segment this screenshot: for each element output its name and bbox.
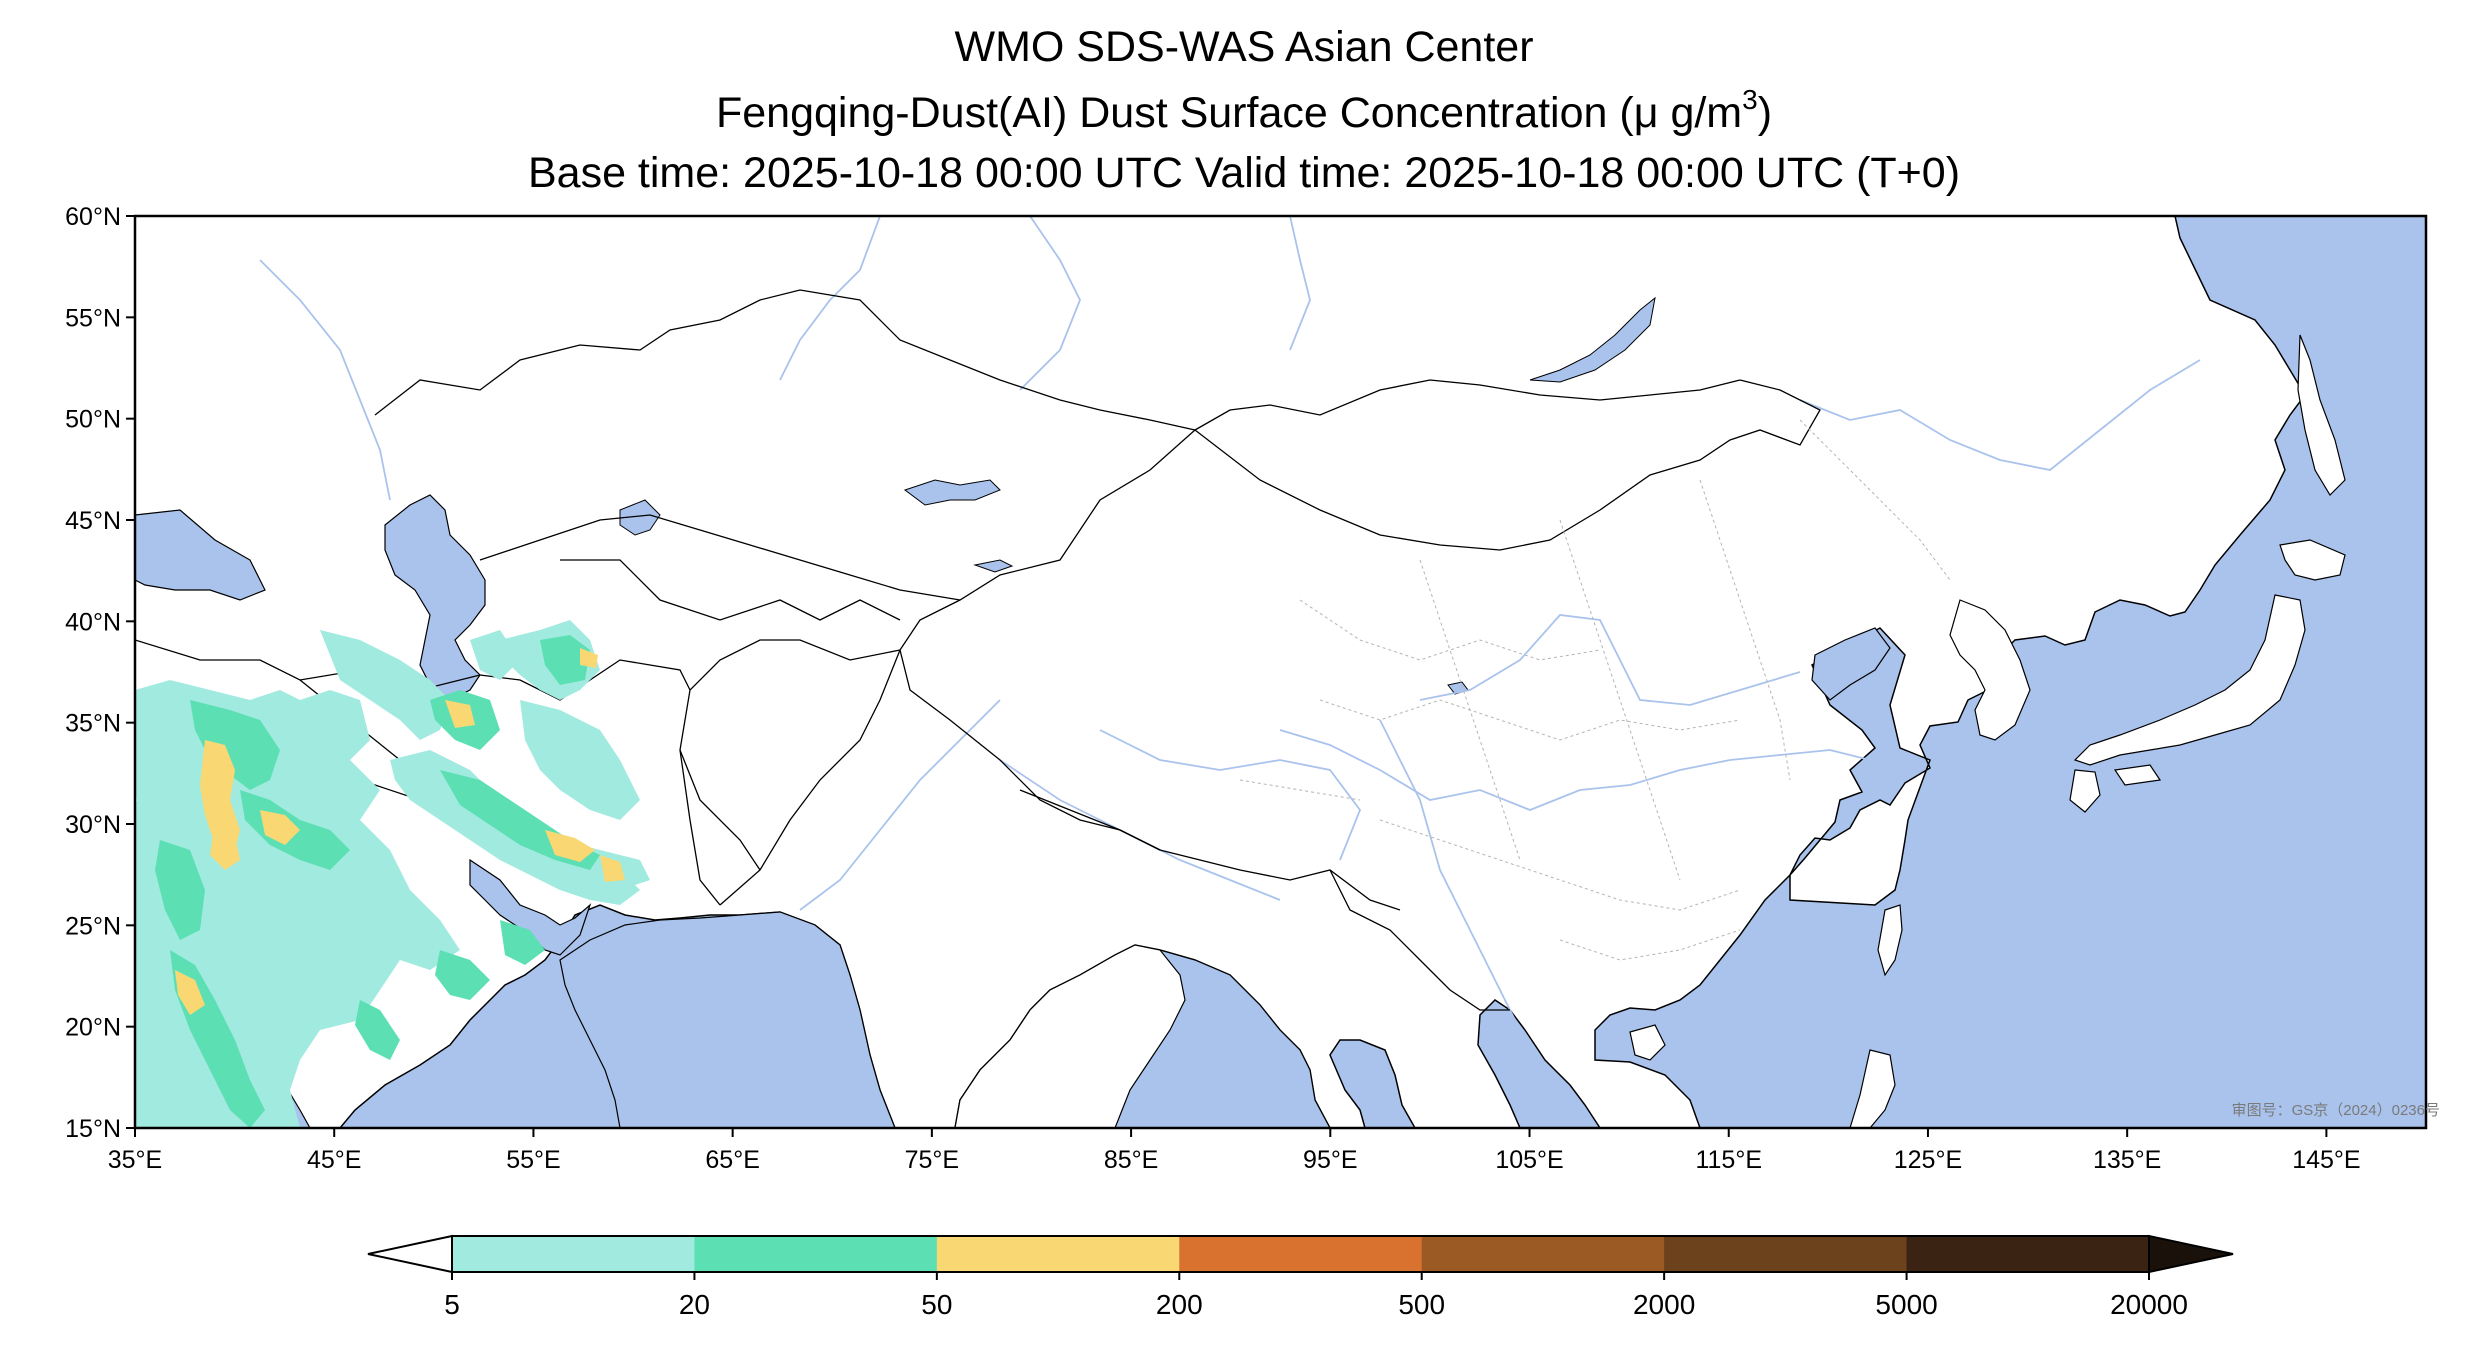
border-southeast-asia (1329, 869, 1510, 1011)
colorbar-label: 20000 (2110, 1289, 2188, 1320)
colorbar: 5 20 50 200 500 2000 5000 20000 (367, 1234, 2234, 1320)
colorbar-segment (452, 1236, 695, 1272)
map-approval-watermark: 审图号：GS京（2024）0236号 (2232, 1102, 2440, 1119)
japan-hokkaido (2279, 539, 2346, 581)
rivers (259, 216, 2201, 1101)
japan-honshu (2073, 594, 2306, 766)
border-russia-mongolia (1194, 379, 1741, 431)
taiwan (1877, 904, 1903, 977)
bohai-sea (1811, 627, 1891, 701)
river-irtysh (779, 216, 881, 381)
border-china-west (899, 429, 1401, 911)
x-tick-label: 55°E (506, 1146, 560, 1174)
y-tick-label: 15°N (65, 1115, 121, 1143)
japan-kyushu (2069, 769, 2101, 813)
aral-sea (619, 499, 661, 536)
colorbar-segment (1664, 1236, 1908, 1272)
x-tick-label: 145°E (2292, 1146, 2360, 1174)
x-tick-label: 135°E (2093, 1146, 2161, 1174)
y-tick-label: 35°N (65, 710, 121, 738)
y-tick-label: 60°N (65, 203, 121, 231)
y-tick-label: 45°N (65, 507, 121, 535)
colorbar-label: 200 (1156, 1289, 1203, 1320)
black-sea (135, 509, 266, 601)
colorbar-label: 5000 (1875, 1289, 1937, 1320)
river-yellow (1419, 614, 1801, 706)
border-nepal (1019, 789, 1161, 851)
x-tick-label: 115°E (1695, 1146, 1762, 1174)
border-central-asia (560, 559, 901, 621)
river-brahmaputra (1099, 729, 1362, 861)
lake-baikal (1529, 296, 1656, 383)
x-tick-label: 65°E (705, 1146, 759, 1174)
borders (135, 289, 1821, 1011)
map-frame (133, 214, 2428, 1130)
river-yangtze (1279, 729, 1871, 811)
colorbar-segment (1179, 1236, 1423, 1272)
river-ob (1019, 216, 1081, 391)
colorbar-segment (1421, 1236, 1665, 1272)
y-tick-label: 50°N (65, 406, 121, 434)
border-china-mongolia (1194, 379, 1821, 551)
lake-balkhash (903, 479, 1001, 506)
river-mekong (1379, 719, 1541, 1101)
map-content (135, 216, 2426, 1128)
province-borders (1239, 419, 1951, 961)
border-afghanistan (679, 639, 901, 871)
caspian-sea (384, 494, 486, 701)
colorbar-segment (1906, 1236, 2150, 1272)
colorbar-extend-high (2148, 1234, 2234, 1274)
y-tick-label: 30°N (65, 811, 121, 839)
border-russia-kazakhstan (374, 289, 1196, 431)
border-kazakh-uzbek (479, 514, 961, 601)
x-tick-label: 45°E (307, 1146, 361, 1174)
japan-shikoku (2113, 764, 2162, 786)
y-tick-label: 40°N (65, 608, 121, 636)
sakhalin (2297, 334, 2346, 496)
river-yenisei (1289, 216, 1311, 351)
map-title: WMO SDS-WAS Asian Center (954, 23, 1534, 71)
korea (1949, 599, 2031, 741)
x-tick-label: 95°E (1303, 1146, 1357, 1174)
river-volga (259, 259, 391, 501)
colorbar-segment (694, 1236, 938, 1272)
x-tick-label: 85°E (1104, 1146, 1158, 1174)
colorbar-label: 50 (921, 1289, 952, 1320)
hainan (1629, 1024, 1666, 1061)
y-tick-label: 20°N (65, 1014, 121, 1042)
y-tick-label: 25°N (65, 912, 121, 940)
x-tick-label: 75°E (905, 1146, 959, 1174)
colorbar-label: 2000 (1633, 1289, 1695, 1320)
arabian-sea (559, 911, 896, 1128)
colorbar-extend-low (367, 1234, 453, 1274)
y-tick-label: 55°N (65, 304, 121, 332)
dust-layer-50 (175, 648, 625, 1015)
colorbar-frame (451, 1235, 2150, 1273)
map-time-info: Base time: 2025-10-18 00:00 UTC Valid ti… (527, 149, 1961, 197)
river-amur (1799, 359, 2201, 471)
colorbar-segment (936, 1236, 1180, 1272)
colorbar-label: 5 (444, 1289, 460, 1320)
issyk-kul (973, 559, 1014, 573)
x-axis: 35°E 45°E 55°E 65°E 75°E 85°E 95°E 105°E 115°E 12… (108, 1128, 2361, 1174)
colorbar-label: 500 (1398, 1289, 1445, 1320)
x-tick-label: 35°E (108, 1146, 162, 1174)
x-tick-label: 125°E (1894, 1146, 1962, 1174)
india-south (954, 944, 1186, 1128)
x-tick-label: 105°E (1495, 1146, 1563, 1174)
persian-gulf (469, 858, 592, 956)
y-axis: 60°N 55°N 50°N 45°N 40°N 35°N 30°N 25°N 20°N 15°N (65, 203, 135, 1143)
colorbar-label: 20 (679, 1289, 710, 1320)
map-subtitle: Fengqing-Dust(AI) Dust Surface Concentra… (715, 84, 1773, 138)
philippines-luzon (1849, 1049, 1896, 1128)
